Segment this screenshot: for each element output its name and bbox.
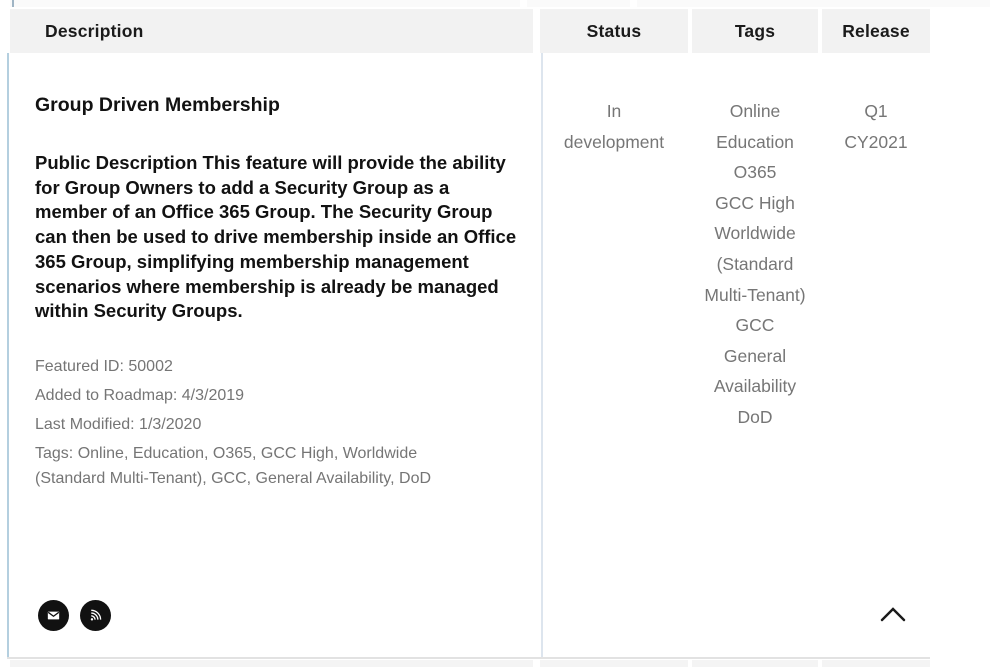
- tag-item: DoD: [737, 406, 773, 427]
- chevron-up-icon: [876, 604, 910, 626]
- description-column-divider: [541, 53, 543, 658]
- release-cell: Q1 CY2021: [844, 101, 908, 152]
- previous-row-border: [12, 0, 14, 7]
- collapse-row-button[interactable]: [872, 600, 914, 630]
- column-header-release: Release: [822, 9, 930, 53]
- previous-row-edge: [527, 0, 630, 7]
- previous-row-edge: [637, 0, 990, 7]
- column-header-tags: Tags: [692, 9, 818, 53]
- next-row-edge: [822, 660, 930, 667]
- column-header-description: Description: [10, 9, 533, 53]
- rss-icon: [87, 607, 104, 624]
- last-modified-date: Last Modified: 1/3/2020: [35, 415, 202, 433]
- column-header-label: Release: [842, 20, 910, 41]
- feature-public-description: Public Description This feature will pro…: [35, 152, 517, 322]
- status-cell: In development: [563, 101, 665, 152]
- card-accent-border: [7, 53, 9, 658]
- tags-cell: Online Education O365 GCC High Worldwide (St…: [703, 96, 807, 433]
- next-row-edge: [540, 660, 688, 667]
- column-header-label: Tags: [734, 20, 776, 41]
- subscribe-actions: [38, 600, 111, 631]
- feature-metadata: Featured ID: 50002 Added to Roadmap: 4/3…: [35, 354, 527, 491]
- email-icon: [45, 607, 62, 624]
- email-subscribe-button[interactable]: [38, 600, 69, 631]
- featured-id: Featured ID: 50002: [35, 357, 173, 375]
- column-header-label: Description: [45, 20, 144, 41]
- feature-title: Group Driven Membership: [35, 94, 280, 116]
- column-header-label: Status: [586, 20, 642, 41]
- tag-item: GCC High: [715, 192, 795, 213]
- next-row-edge: [692, 660, 818, 667]
- tag-item: GCC: [735, 315, 775, 336]
- tag-item: General Availability: [713, 345, 797, 397]
- tag-item: O365: [733, 162, 777, 183]
- previous-row-edge: [10, 0, 520, 7]
- tag-item: Education: [716, 131, 794, 152]
- tag-item: Online: [729, 101, 781, 121]
- tags-summary: Tags: Online, Education, O365, GCC High,…: [35, 444, 432, 487]
- column-header-status: Status: [540, 9, 688, 53]
- next-row-edge: [10, 660, 533, 667]
- tag-item: Worldwide (Standard Multi-Tenant): [704, 223, 806, 305]
- row-bottom-border: [7, 657, 930, 659]
- rss-subscribe-button[interactable]: [80, 600, 111, 631]
- added-to-roadmap-date: Added to Roadmap: 4/3/2019: [35, 386, 245, 404]
- description-cell: Group Driven Membership Public Descripti…: [35, 53, 527, 495]
